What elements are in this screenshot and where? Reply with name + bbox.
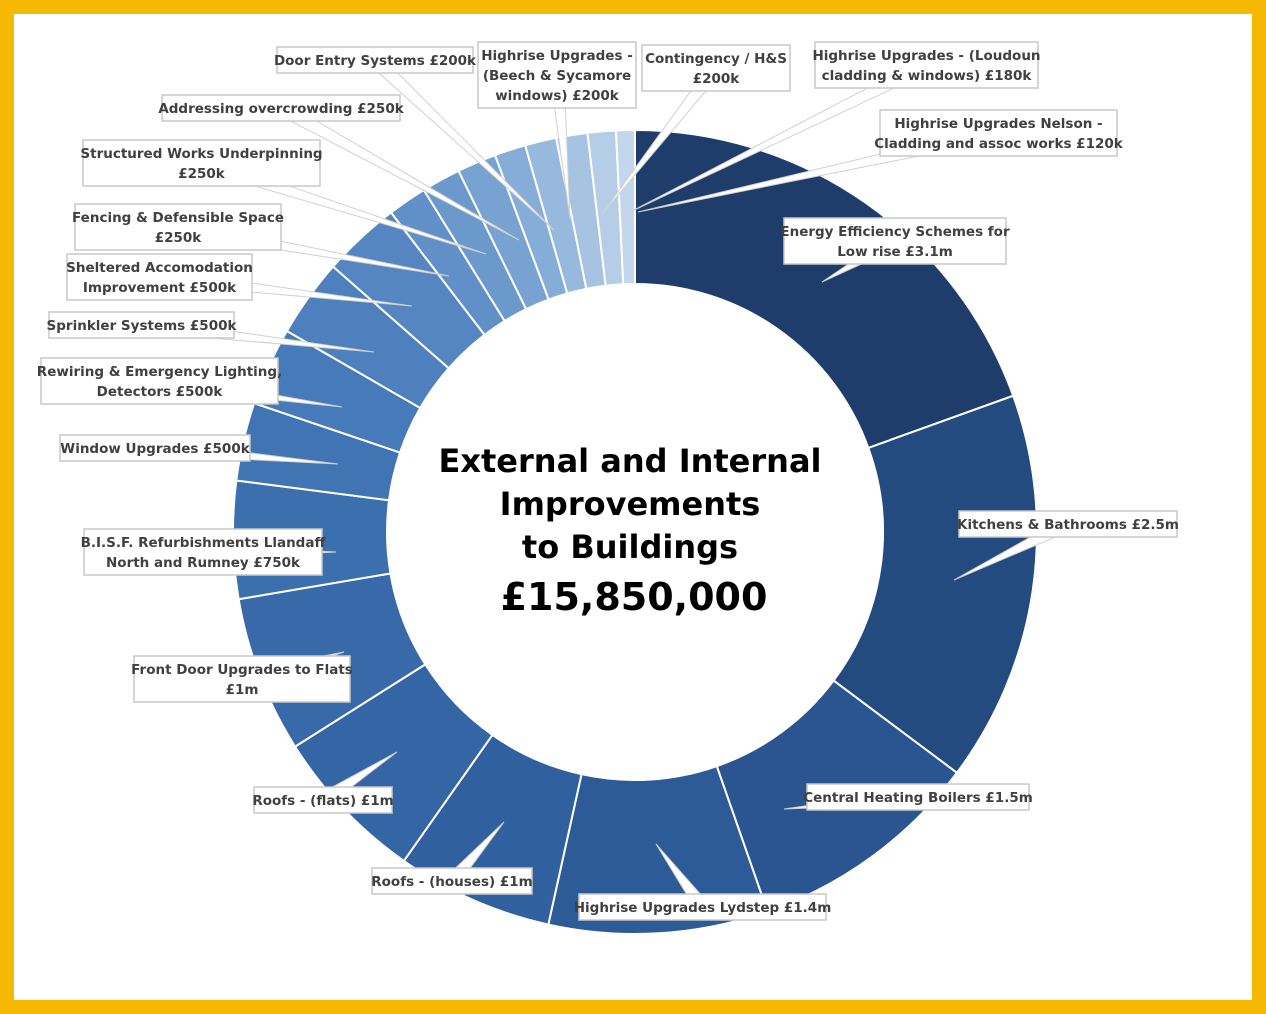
slice-label-7: Front Door Upgrades to Flats £1m: [131, 662, 353, 698]
center-title-line-1: External and Internal: [439, 442, 822, 480]
slice-label-4: Highrise Upgrades Lydstep £1.4m: [574, 900, 832, 916]
donut-hole: [387, 284, 883, 780]
label-box-6: [253, 786, 393, 814]
slice-label-20: Highrise Upgrades Nelson -Cladding and a…: [874, 116, 1124, 152]
label-box-18: [641, 44, 791, 92]
slice-label-19: Highrise Upgrades - (Loudoun cladding & w…: [812, 48, 1040, 84]
label-box-4: [578, 893, 827, 921]
slice-label-12: Sheltered Accomodation Improvement £500k: [66, 260, 253, 296]
slice-label-18: Contingency / H&S £200k: [645, 51, 787, 87]
label-box-10: [40, 357, 279, 405]
slice-label-13: Fencing & Defensible Space £250k: [72, 210, 284, 246]
slice-label-16: Door Entry Systems £200k: [274, 53, 477, 69]
center-total: £15,850,000: [501, 575, 768, 619]
slice-label-15: Addressing overcrowding £250k: [158, 101, 404, 117]
donut-chart: Energy Efficiency Schemes for Low rise £3…: [37, 41, 1179, 935]
pie-slice-1: [634, 128, 1015, 450]
label-box-19: [814, 41, 1039, 89]
center-title-line-2: Improvements: [500, 485, 761, 523]
label-box-9: [59, 434, 251, 462]
slice-label-6: Roofs - (flats) £1m: [252, 793, 393, 809]
label-box-5: [371, 867, 533, 895]
label-box-7: [133, 655, 351, 703]
slice-label-17: Highrise Upgrades -(Beech & Sycamore wind…: [481, 48, 633, 104]
slice-label-14: Structured Works Underpinning £250k: [80, 146, 322, 182]
slice-label-3: Central Heating Boilers £1.5m: [803, 790, 1033, 806]
label-box-3: [806, 783, 1030, 811]
label-box-8: [83, 528, 323, 576]
label-box-20: [879, 109, 1118, 157]
slice-label-9: Window Upgrades £500k: [60, 441, 250, 457]
label-box-11: [48, 311, 235, 339]
slice-label-10: Rewiring & Emergency Lighting, Detectors …: [37, 364, 282, 400]
slice-label-2: Kitchens & Bathrooms £2.5m: [957, 517, 1179, 533]
chart-frame: Energy Efficiency Schemes for Low rise £3…: [14, 14, 1252, 1000]
slice-label-8: B.I.S.F. Refurbishments Llandaff North an…: [81, 535, 327, 571]
label-box-16: [276, 46, 474, 74]
slice-label-5: Roofs - (houses) £1m: [371, 874, 532, 890]
slice-label-1: Energy Efficiency Schemes for Low rise £3…: [780, 224, 1010, 260]
label-box-1: [783, 217, 1007, 265]
label-box-17: [477, 41, 637, 109]
slice-label-11: Sprinkler Systems £500k: [47, 318, 238, 334]
labels-group: Energy Efficiency Schemes for Low rise £3…: [37, 41, 1179, 921]
center-title-line-3: to Buildings: [522, 528, 738, 566]
label-box-15: [161, 94, 401, 122]
label-box-14: [82, 139, 321, 187]
label-box-2: [958, 510, 1178, 538]
label-box-12: [66, 253, 253, 301]
label-box-13: [74, 203, 282, 251]
